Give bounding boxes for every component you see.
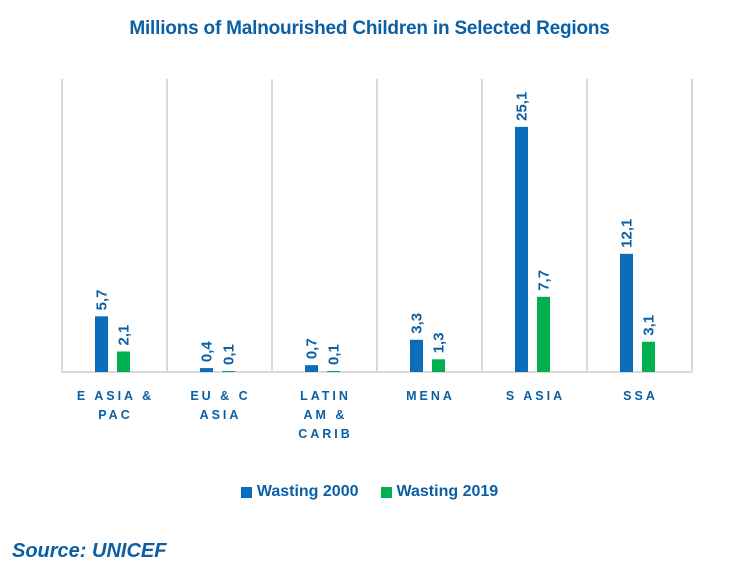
data-label: 5,7 — [94, 289, 111, 310]
bar-wasting-2000 — [95, 316, 108, 372]
bar-wasting-2000 — [305, 365, 318, 372]
source-note: Source: UNICEF — [12, 540, 167, 562]
bar-wasting-2000 — [620, 253, 633, 372]
bar-wasting-2019 — [432, 359, 445, 372]
legend-item-wasting-2000: Wasting 2000 — [240, 483, 359, 501]
legend-label-wasting-2000: Wasting 2000 — [256, 483, 359, 500]
grid-layer — [61, 79, 693, 373]
data-label: 1,3 — [431, 332, 448, 353]
bar-layer — [95, 126, 655, 373]
legend-swatch-wasting-2000 — [240, 486, 252, 498]
data-label-layer: 5,7 2,1 0,4 0,1 0,7 0,1 3,3 1,3 25,1 7,7 12,1 3,1 — [94, 92, 658, 365]
category-label: CARIB — [298, 427, 353, 441]
category-label-layer: E ASIA & PAC EU & C ASIA LATIN AM & CARIB MENA S… — [77, 389, 658, 441]
bar-wasting-2000 — [410, 339, 423, 372]
data-label: 0,7 — [304, 338, 321, 359]
bar-wasting-2019 — [642, 341, 655, 372]
bar-wasting-2019 — [222, 371, 235, 372]
legend: Wasting 2000 Wasting 2019 — [0, 483, 739, 501]
category-label: AM & — [304, 408, 348, 422]
data-label: 7,7 — [536, 270, 553, 291]
data-label: 0,1 — [221, 344, 238, 365]
bar-wasting-2000 — [200, 368, 213, 372]
bar-wasting-2019 — [327, 371, 340, 372]
category-label: PAC — [98, 408, 132, 422]
legend-swatch-wasting-2019 — [380, 486, 392, 498]
category-label: E ASIA & — [77, 389, 154, 403]
data-label: 12,1 — [619, 219, 636, 248]
category-label: ASIA — [200, 408, 242, 422]
category-label: EU & C — [190, 389, 250, 403]
data-label: 0,4 — [199, 341, 216, 363]
data-label: 25,1 — [514, 92, 531, 121]
legend-item-wasting-2019: Wasting 2019 — [380, 483, 499, 501]
data-label: 0,1 — [326, 344, 343, 365]
legend-label-wasting-2019: Wasting 2019 — [396, 483, 499, 500]
chart-plot: 5,7 2,1 0,4 0,1 0,7 0,1 3,3 1,3 25,1 7,7 12,1 3,1 E… — [61, 79, 693, 441]
data-label: 3,1 — [641, 315, 658, 336]
category-label: SSA — [623, 389, 658, 403]
data-label: 2,1 — [116, 325, 133, 346]
chart-title: Millions of Malnourished Children in Sel… — [129, 18, 610, 39]
category-label: MENA — [406, 389, 455, 403]
category-label: LATIN — [300, 389, 351, 403]
data-label: 3,3 — [409, 313, 426, 334]
bar-wasting-2000 — [515, 126, 528, 373]
bar-wasting-2019 — [117, 351, 130, 372]
category-label: S ASIA — [506, 389, 565, 403]
bar-wasting-2019 — [537, 296, 550, 372]
